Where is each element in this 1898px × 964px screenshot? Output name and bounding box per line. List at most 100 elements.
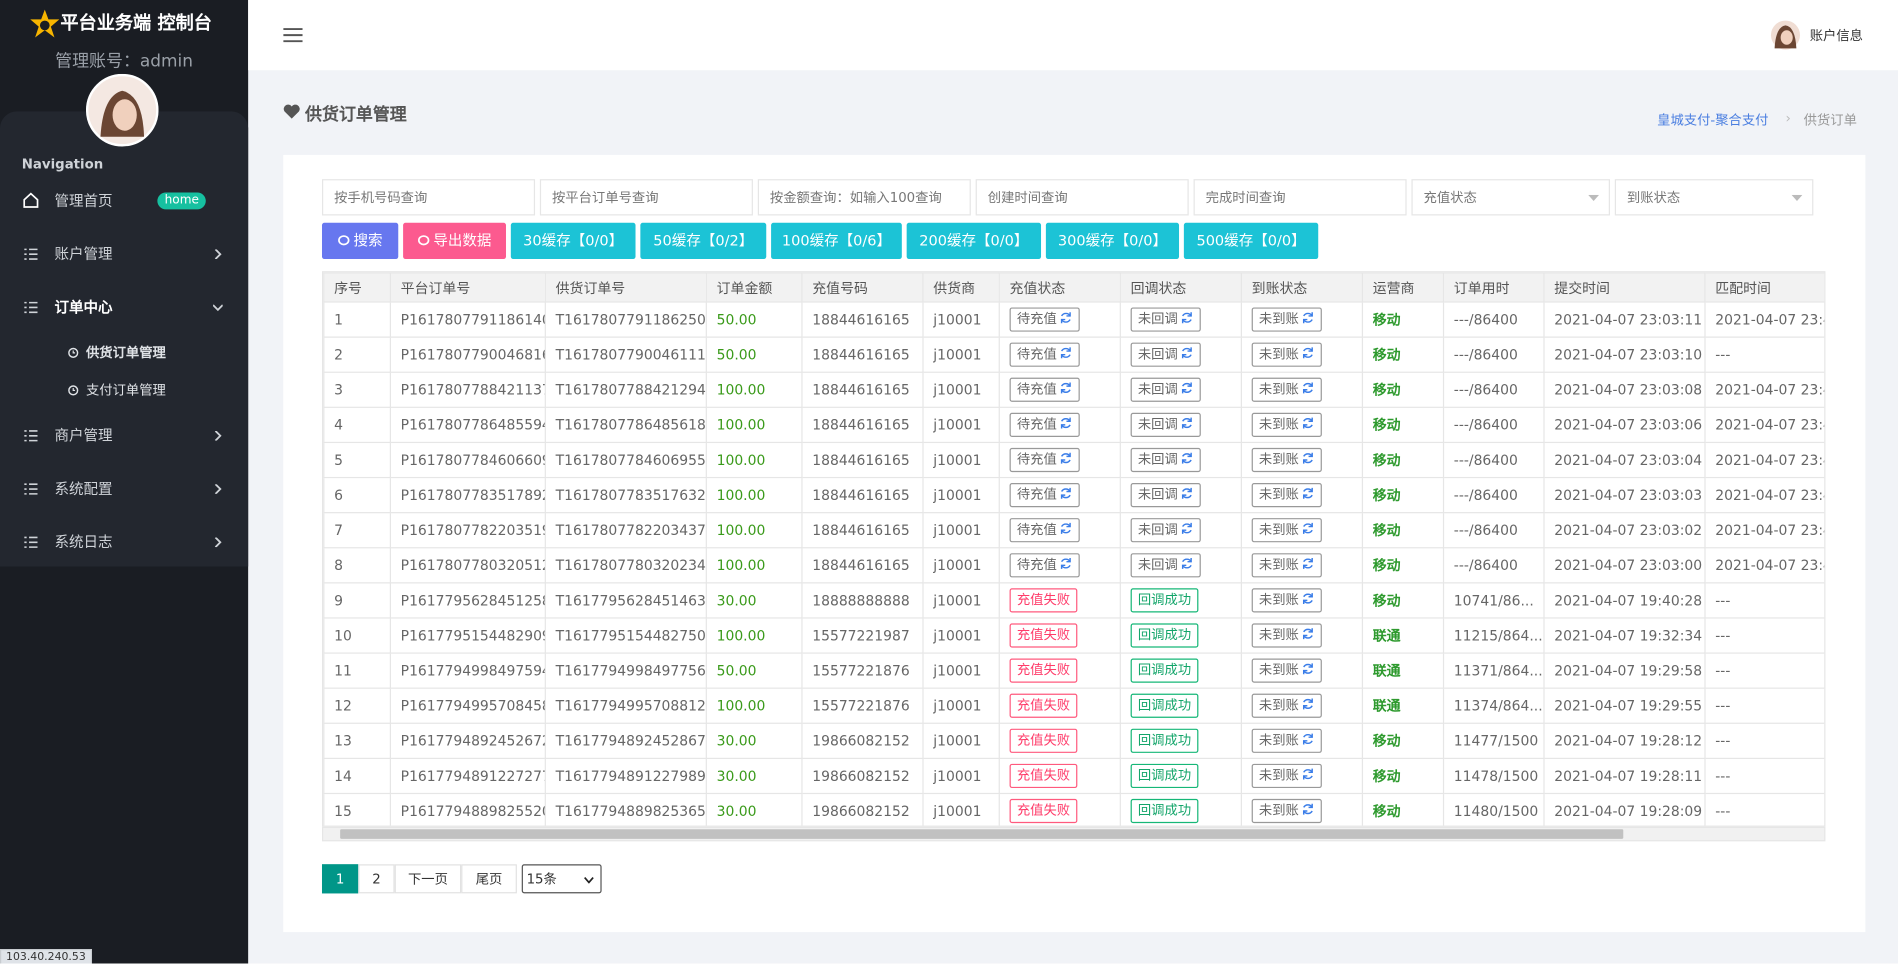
menu-item[interactable]: 商户管理 [0, 409, 248, 462]
table-cell: 4 [323, 406, 391, 444]
menu-item[interactable]: 订单中心 [0, 281, 248, 334]
submenu-item[interactable]: 支付订单管理 [0, 372, 248, 410]
search-input[interactable]: 完成时间查询 [1193, 179, 1407, 216]
table-cell: 2021-04-07 23:03:08 [1543, 371, 1706, 408]
table-cell: --- [1704, 687, 1825, 724]
status-badge: 未到账 [1251, 763, 1322, 789]
action-button[interactable]: 50缓存【0/2】 [640, 222, 767, 260]
order-row[interactable]: 3 P1617807788421137 T1617807788421294 100.0… [323, 371, 1825, 408]
status-select[interactable]: 到账状态 [1614, 179, 1814, 216]
user-menu[interactable]: 账户信息 [1809, 27, 1863, 44]
table-cell: 移动 [1361, 547, 1445, 584]
status-text: 回调成功 [1137, 591, 1192, 608]
status-select[interactable]: 充值状态 [1411, 179, 1610, 216]
status-text: 未到账 [1258, 381, 1299, 398]
status-badge: 未到账 [1251, 518, 1322, 543]
menu-item[interactable]: 系统配置 [0, 462, 248, 515]
page-button[interactable]: 下一页 [394, 864, 462, 894]
page-size-select[interactable]: 15条 [521, 864, 602, 894]
button-label: 搜索 [353, 232, 383, 250]
column-header: 匹配时间 [1704, 272, 1825, 303]
table-cell: P1617795628451258 [389, 582, 546, 619]
table-cell: 100.00 [705, 441, 803, 479]
action-button[interactable]: 200缓存【0/0】 [906, 222, 1042, 260]
order-row[interactable]: 1 P1617807791186140 T1617807791186250 50.00… [323, 301, 1825, 338]
brand: 平台业务端 控制台 [60, 12, 212, 34]
status-cell: 未到账 [1240, 722, 1364, 759]
h-scrollbar[interactable] [321, 826, 1826, 842]
menu-item[interactable]: 系统日志 [0, 516, 248, 569]
order-row[interactable]: 10 P1617795154482909 T1617795154482750 100.… [323, 617, 1825, 654]
menu-item[interactable]: 管理首页 home [0, 174, 248, 227]
status-badge: 充值失败 [1009, 728, 1078, 753]
order-row[interactable]: 5 P1617807784606609 T1617807784606955 100.0… [323, 441, 1825, 479]
status-badge: 待充值 [1009, 482, 1080, 508]
order-row[interactable]: 15 P1617794889825520 T1617794889825365 30.0… [323, 792, 1825, 826]
search-input[interactable]: 按手机号码查询 [321, 179, 536, 216]
table-cell: 50.00 [705, 336, 803, 373]
table-cell: ---/86400 [1442, 547, 1545, 584]
search-input[interactable]: 创建时间查询 [975, 179, 1189, 216]
action-button[interactable]: 30缓存【0/0】 [510, 222, 636, 260]
action-button[interactable]: 100缓存【0/6】 [771, 222, 902, 260]
status-badge: 未到账 [1251, 623, 1322, 648]
menu-item[interactable]: 账户管理 [0, 228, 248, 281]
order-row[interactable]: 8 P1617807780320512 T1617807780320234 100.0… [323, 547, 1825, 584]
table-cell: P1617807788421137 [389, 371, 546, 408]
search-input[interactable]: 按金额查询：如输入100查询 [757, 179, 971, 216]
order-row[interactable]: 12 P1617794995708458 T1617794995708812 100.… [323, 687, 1825, 724]
table-cell: 2021-04-07 23:03:00 [1543, 547, 1706, 584]
status-badge: 待充值 [1009, 307, 1080, 332]
menu-label: 账户管理 [54, 245, 113, 263]
table-body: 1 P1617807791186140 T1617807791186250 50.00… [323, 301, 1825, 826]
status-badge: 未到账 [1251, 728, 1322, 753]
status-cell: 充值失败 [998, 722, 1121, 759]
status-badge: 未回调 [1130, 482, 1201, 508]
status-text: 待充值 [1016, 416, 1057, 433]
column-header: 回调状态 [1119, 272, 1242, 303]
user-avatar[interactable] [1770, 19, 1801, 50]
page-button[interactable]: 2 [358, 864, 395, 894]
status-cell: 充值失败 [998, 652, 1121, 689]
order-row[interactable]: 4 P1617807786485594 T1617807786485618 100.0… [323, 406, 1825, 444]
status-text: 回调成功 [1137, 697, 1192, 713]
button-label: 导出数据 [433, 232, 492, 250]
order-row[interactable]: 13 P1617794892452672 T1617794892452867 30.0… [323, 722, 1825, 759]
table-cell: 11371/864... [1442, 652, 1545, 689]
search-input[interactable]: 按平台订单号查询 [539, 179, 753, 216]
order-row[interactable]: 7 P1617807782203519 T1617807782203437 100.0… [323, 512, 1825, 549]
table-cell: 15 [323, 792, 391, 826]
page-button[interactable]: 尾页 [461, 864, 517, 894]
page-button[interactable]: 1 [321, 864, 359, 894]
table-cell: j10001 [922, 582, 1000, 619]
order-row[interactable]: 9 P1617795628451258 T1617795628451463 30.00… [323, 582, 1825, 619]
breadcrumb-link[interactable]: 皇城支付-聚合支付 [1657, 112, 1769, 129]
status-badge: 未到账 [1251, 377, 1322, 402]
status-cell: 待充值 [998, 441, 1121, 479]
order-row[interactable]: 14 P1617794891227277 T1617794891227989 30.0… [323, 757, 1825, 795]
status-cell: 未到账 [1240, 441, 1364, 479]
table-cell: 100.00 [705, 371, 803, 408]
table-cell: 2021-04-07 23:45 [1704, 371, 1825, 408]
table-cell: j10001 [922, 512, 1000, 549]
action-button[interactable]: 导出数据 [403, 222, 506, 260]
order-row[interactable]: 11 P1617794998497594 T1617794998497756 50.0… [323, 652, 1825, 689]
table-cell: P1617807791186140 [389, 301, 546, 338]
status-text: 未到账 [1258, 767, 1299, 784]
column-header: 到账状态 [1240, 272, 1364, 303]
status-text: 回调成功 [1137, 627, 1192, 643]
table-cell: 2021-04-07 23:45 [1704, 406, 1825, 444]
status-cell: 未回调 [1119, 336, 1242, 373]
submenu-item[interactable]: 供货订单管理 [0, 334, 248, 372]
action-button[interactable]: 搜索 [321, 222, 399, 260]
menu-toggle[interactable] [283, 27, 303, 44]
order-row[interactable]: 6 P1617807783517892 T1617807783517632 100.0… [323, 476, 1825, 514]
status-cell: 充值失败 [998, 617, 1121, 654]
table-cell: P1617807782203519 [389, 512, 546, 549]
status-badge: 回调成功 [1130, 728, 1199, 753]
status-text: 充值失败 [1016, 627, 1071, 643]
order-row[interactable]: 2 P1617807790046816 T1617807790046111 50.00… [323, 336, 1825, 373]
action-button[interactable]: 300缓存【0/0】 [1045, 222, 1180, 260]
status-text: 回调成功 [1137, 767, 1192, 784]
action-button[interactable]: 500缓存【0/0】 [1183, 222, 1319, 260]
